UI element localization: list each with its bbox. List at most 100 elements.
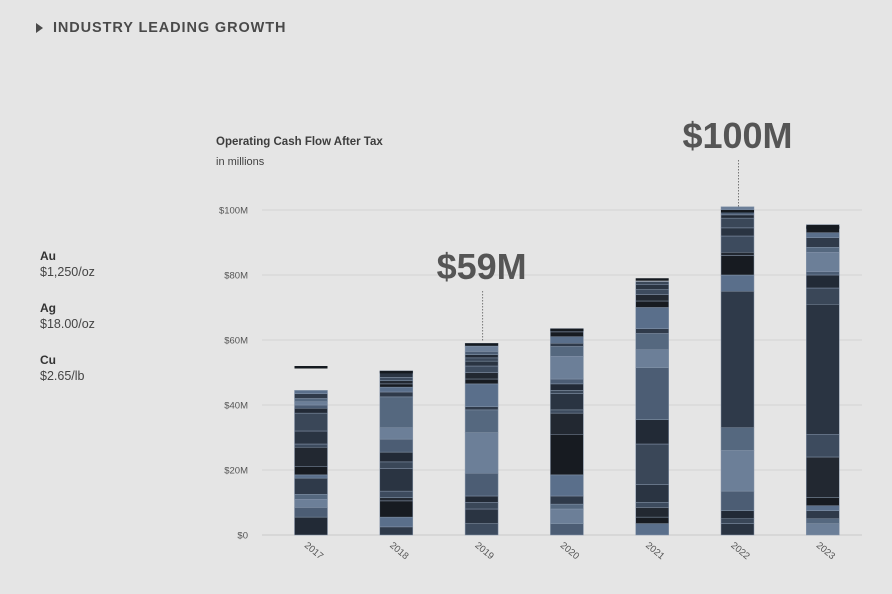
metal-price: $2.65/lb xyxy=(40,369,85,383)
bar-segment xyxy=(464,432,499,474)
bar-segment xyxy=(464,346,499,352)
bar-segment xyxy=(720,217,755,229)
bar-segment xyxy=(464,502,499,510)
bar-segment xyxy=(464,383,499,407)
bar-segment xyxy=(294,390,328,394)
bar-segment xyxy=(464,354,499,359)
bar-segment xyxy=(550,356,584,380)
y-tick-label: $100M xyxy=(219,206,248,217)
price-item-gold: Au $1,250/oz xyxy=(40,249,95,281)
bar-segment xyxy=(550,331,584,337)
bar-segment xyxy=(379,396,414,428)
bar-segment xyxy=(294,430,328,445)
bar-segment xyxy=(294,404,328,409)
metal-price: $1,250/oz xyxy=(40,265,95,279)
bar-segment xyxy=(720,450,755,492)
bar-segment xyxy=(550,495,584,505)
bar-segment xyxy=(379,377,414,381)
bar-segment xyxy=(379,391,414,398)
bar-segment xyxy=(464,365,499,373)
bar-segment xyxy=(464,523,499,536)
bar-segment xyxy=(806,252,840,272)
bar-segment xyxy=(294,412,328,432)
bar-top-cap xyxy=(379,370,413,374)
bar-segment xyxy=(635,284,669,290)
bar-segment xyxy=(379,380,414,385)
bar-segment xyxy=(550,508,584,524)
bar-segment xyxy=(806,505,840,511)
bar-segment xyxy=(379,427,414,440)
bar-segment xyxy=(720,427,755,451)
bar-segment xyxy=(635,507,669,518)
x-tick-label: 2019 xyxy=(473,540,496,562)
bar-segment xyxy=(550,434,584,476)
bar-top-cap xyxy=(294,366,328,369)
section-header: INDUSTRY LEADING GROWTH xyxy=(36,20,286,36)
bar-segment xyxy=(635,443,669,485)
y-tick-label: $0 xyxy=(237,531,248,542)
bar-segment xyxy=(294,401,328,406)
bar-segment xyxy=(294,474,328,479)
bar-top-cap xyxy=(465,343,499,346)
bar-segment xyxy=(294,477,328,495)
bar-segment xyxy=(635,294,669,302)
bar-segment xyxy=(464,357,499,362)
bar-segment xyxy=(294,494,328,500)
bar-segment xyxy=(635,523,669,536)
bar-segment xyxy=(806,237,840,248)
bar-segment xyxy=(464,360,499,367)
bar-segment xyxy=(635,484,669,503)
bar-segment xyxy=(635,307,669,329)
annotation-label: $59M xyxy=(437,246,527,287)
y-tick-label: $40M xyxy=(224,401,248,412)
bar-segment xyxy=(294,507,328,518)
bar-segment xyxy=(550,412,584,435)
bar-segment xyxy=(550,393,584,411)
bar-segment xyxy=(379,526,414,536)
price-item-copper: Cu $2.65/lb xyxy=(40,353,95,385)
price-item-silver: Ag $18.00/oz xyxy=(40,301,95,333)
x-tick-label: 2022 xyxy=(728,540,751,562)
bar-segment xyxy=(550,523,584,536)
metal-symbol: Au xyxy=(40,249,56,263)
bar-segment xyxy=(294,443,328,448)
bar-segment xyxy=(635,328,669,334)
bar-top-cap xyxy=(806,226,840,229)
x-tick-label: 2020 xyxy=(558,540,581,562)
bar-segment xyxy=(550,503,584,510)
bar-segment xyxy=(464,351,499,355)
bar-segment xyxy=(550,346,584,357)
x-tick-label: 2023 xyxy=(814,540,837,562)
bar-segment xyxy=(720,227,755,237)
bar-segment xyxy=(806,247,840,253)
bar-segment xyxy=(550,390,584,394)
bar-segment xyxy=(464,378,499,385)
bar-segment xyxy=(635,281,669,285)
bar-segment xyxy=(294,447,328,467)
bar-segment xyxy=(806,271,840,276)
bar-segment xyxy=(635,516,669,524)
y-tick-label: $80M xyxy=(224,271,248,282)
bar-segment xyxy=(635,333,669,350)
bar-segment xyxy=(720,235,755,253)
bar-segment xyxy=(635,367,669,420)
bar-segment xyxy=(550,474,584,497)
bar-segment xyxy=(806,304,840,435)
y-tick-label: $20M xyxy=(224,466,248,477)
bar-segment xyxy=(294,499,328,508)
y-tick-label: $60M xyxy=(224,336,248,347)
bar-segment xyxy=(550,343,584,347)
bar-segment xyxy=(379,383,414,388)
bar-segment xyxy=(379,500,414,518)
bar-segment xyxy=(379,386,414,393)
bar-segment xyxy=(464,372,499,380)
bar-segment xyxy=(806,287,840,305)
bar-segment xyxy=(720,274,755,292)
bar-segment xyxy=(379,468,414,492)
bar-segment xyxy=(379,438,414,453)
bar-segment xyxy=(379,461,414,469)
bar-segment xyxy=(464,406,499,411)
metal-price: $18.00/oz xyxy=(40,317,95,331)
caret-right-icon xyxy=(36,23,43,33)
